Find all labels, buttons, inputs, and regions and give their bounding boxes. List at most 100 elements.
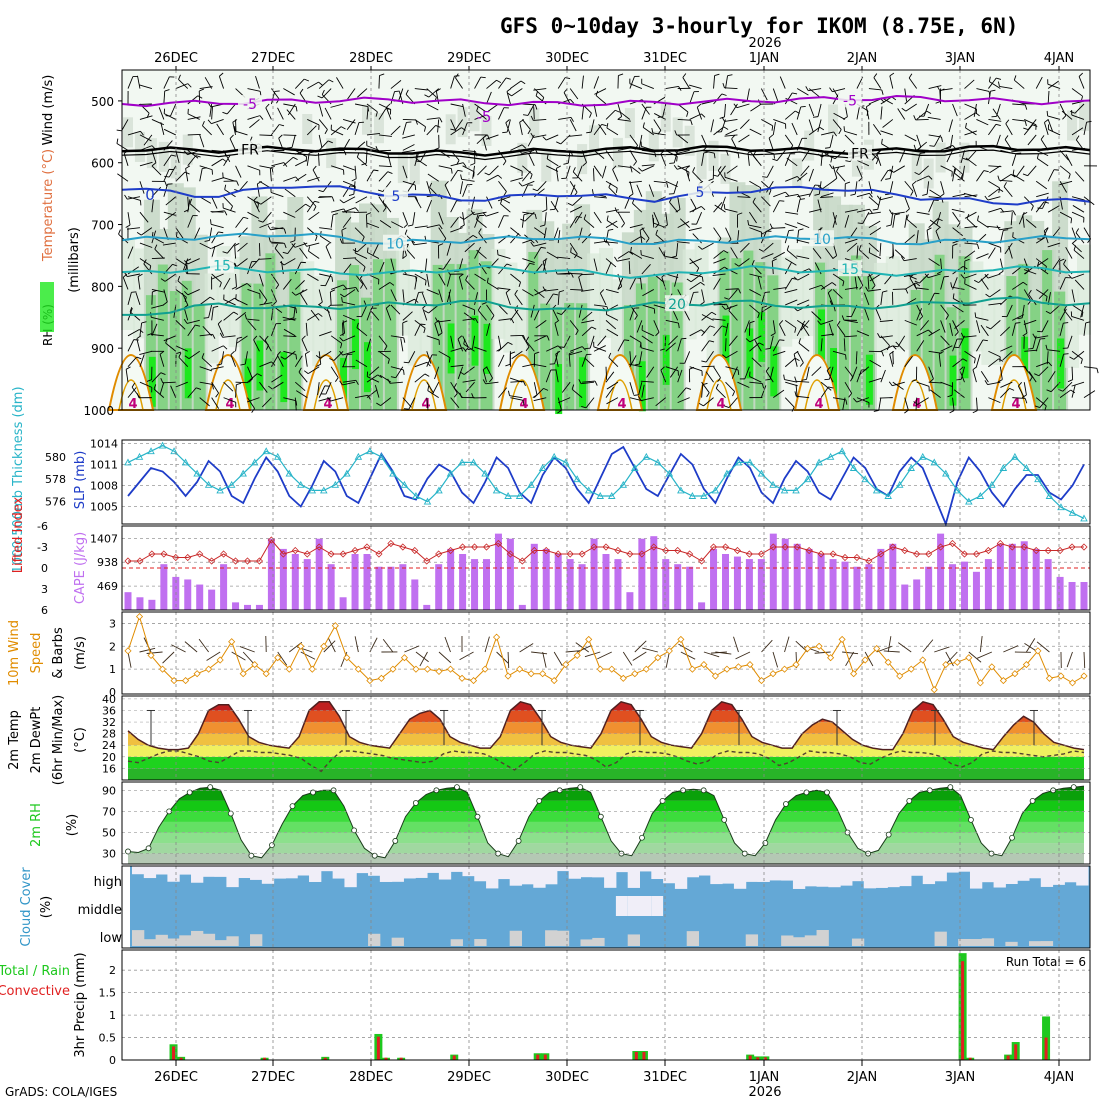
wind-barb-flag: [218, 231, 224, 234]
wind-barb-10m: [184, 641, 198, 653]
wind-barb: [283, 397, 297, 402]
wind-barb: [761, 196, 771, 207]
wind-barb: [800, 320, 810, 331]
wind-barb-flag: [892, 345, 898, 348]
wind-barb-flag: [871, 285, 876, 290]
thickness-marker: [320, 486, 328, 494]
li-marker: [470, 543, 479, 551]
wind-barb: [1083, 390, 1096, 399]
wind-barb-flag: [722, 354, 727, 359]
wind-speed-marker: [930, 686, 938, 694]
wind-barb-flag: [582, 162, 587, 167]
wind-speed-marker: [769, 670, 777, 678]
wind-barb: [235, 384, 237, 398]
wind-barb: [370, 310, 380, 321]
wind-barb-flag: [470, 162, 475, 166]
wind-barb-flag: [539, 224, 545, 227]
wind-barb: [940, 165, 953, 172]
wind-barb: [372, 242, 380, 255]
wind-barb-flag: [154, 244, 158, 250]
wind-barb: [1000, 381, 1013, 388]
wind-barb: [747, 152, 750, 166]
wind-barb-flag: [1086, 120, 1092, 123]
wind-barb: [558, 397, 571, 404]
wind-barb-flag: [984, 380, 988, 385]
wind-barb-flag: [411, 240, 415, 245]
wind-barb: [581, 319, 595, 324]
wind-barb: [304, 353, 308, 367]
wind-barb: [832, 119, 842, 130]
cape-bar: [614, 559, 622, 610]
cloud-high: [993, 866, 1006, 888]
cloud-high: [545, 866, 558, 885]
wind-barb: [385, 107, 392, 120]
wind-barb: [318, 397, 332, 402]
wind-barb: [187, 387, 197, 398]
wind-barb: [832, 289, 843, 299]
cape-bar: [1068, 582, 1076, 610]
wind-barb-flag: [727, 74, 733, 77]
wind-barb: [822, 180, 834, 190]
wind-barb: [673, 181, 679, 194]
wind-barb: [129, 311, 141, 321]
cloud-low: [958, 938, 971, 946]
wind-barb: [366, 169, 374, 182]
rh2m-label-b: (%): [65, 814, 80, 837]
li-tick-label: 6: [41, 604, 48, 617]
wind-barb-flag: [164, 175, 170, 178]
wind-barb: [806, 366, 810, 380]
rh-tick-label: 30: [102, 848, 116, 861]
wind-barb: [325, 273, 332, 286]
wind-barb: [878, 397, 882, 411]
rh-shade-bright: [471, 315, 479, 366]
wind-barb-flag: [334, 377, 339, 382]
cloud-high: [627, 866, 641, 888]
wind-barb: [274, 248, 284, 259]
wind-barb-flag: [487, 134, 490, 140]
thickness-marker: [227, 480, 236, 488]
boundary-layer-hump: [204, 354, 252, 411]
wind-barb: [1016, 165, 1025, 177]
wind-barb: [820, 282, 833, 290]
wind-barb-flag: [237, 336, 243, 339]
wind-barb: [259, 222, 272, 229]
wind-barb-10m: [735, 651, 751, 660]
wind-barb: [437, 319, 451, 323]
rh-shade-upper: [1067, 110, 1078, 141]
wind-barb-flag: [213, 305, 219, 308]
wind-barb-flag: [608, 182, 612, 188]
wind-barb: [617, 258, 630, 262]
wind-barb: [904, 134, 917, 142]
wind-barb: [736, 103, 750, 109]
wind-barb: [414, 292, 419, 306]
wind-barb: [809, 208, 822, 213]
wind-barb-flag: [1012, 169, 1015, 175]
wind-barb: [238, 227, 248, 238]
wind-barb-flag: [698, 245, 703, 250]
wind-barb: [641, 107, 647, 120]
wind-speed-marker: [354, 665, 362, 673]
wind-barb-flag: [194, 324, 201, 327]
li-marker: [387, 539, 395, 548]
cloud-high: [910, 866, 924, 876]
wind-barb-flag: [163, 301, 168, 306]
wind-barb-flag: [779, 320, 784, 325]
wind-barb-flag: [796, 176, 802, 181]
day-label-bottom: 1JAN: [749, 1070, 780, 1085]
wind-barb-flag: [530, 241, 535, 247]
cloud-high: [686, 866, 700, 878]
wind-barb: [300, 293, 308, 306]
wind-barb: [940, 335, 950, 346]
wind-barb: [1008, 245, 1013, 259]
cape-bar: [184, 579, 192, 610]
wind-barb: [521, 263, 531, 275]
wind-barb: [828, 323, 834, 336]
wind-barb: [606, 381, 619, 390]
wind-barb-flag: [608, 352, 612, 358]
wind-barb: [1047, 242, 1061, 248]
rh-shade-bright: [244, 358, 252, 409]
wind-barb: [963, 335, 977, 338]
wind-barb: [127, 273, 141, 278]
wind-barb: [223, 381, 234, 392]
wind-barb: [234, 130, 248, 136]
